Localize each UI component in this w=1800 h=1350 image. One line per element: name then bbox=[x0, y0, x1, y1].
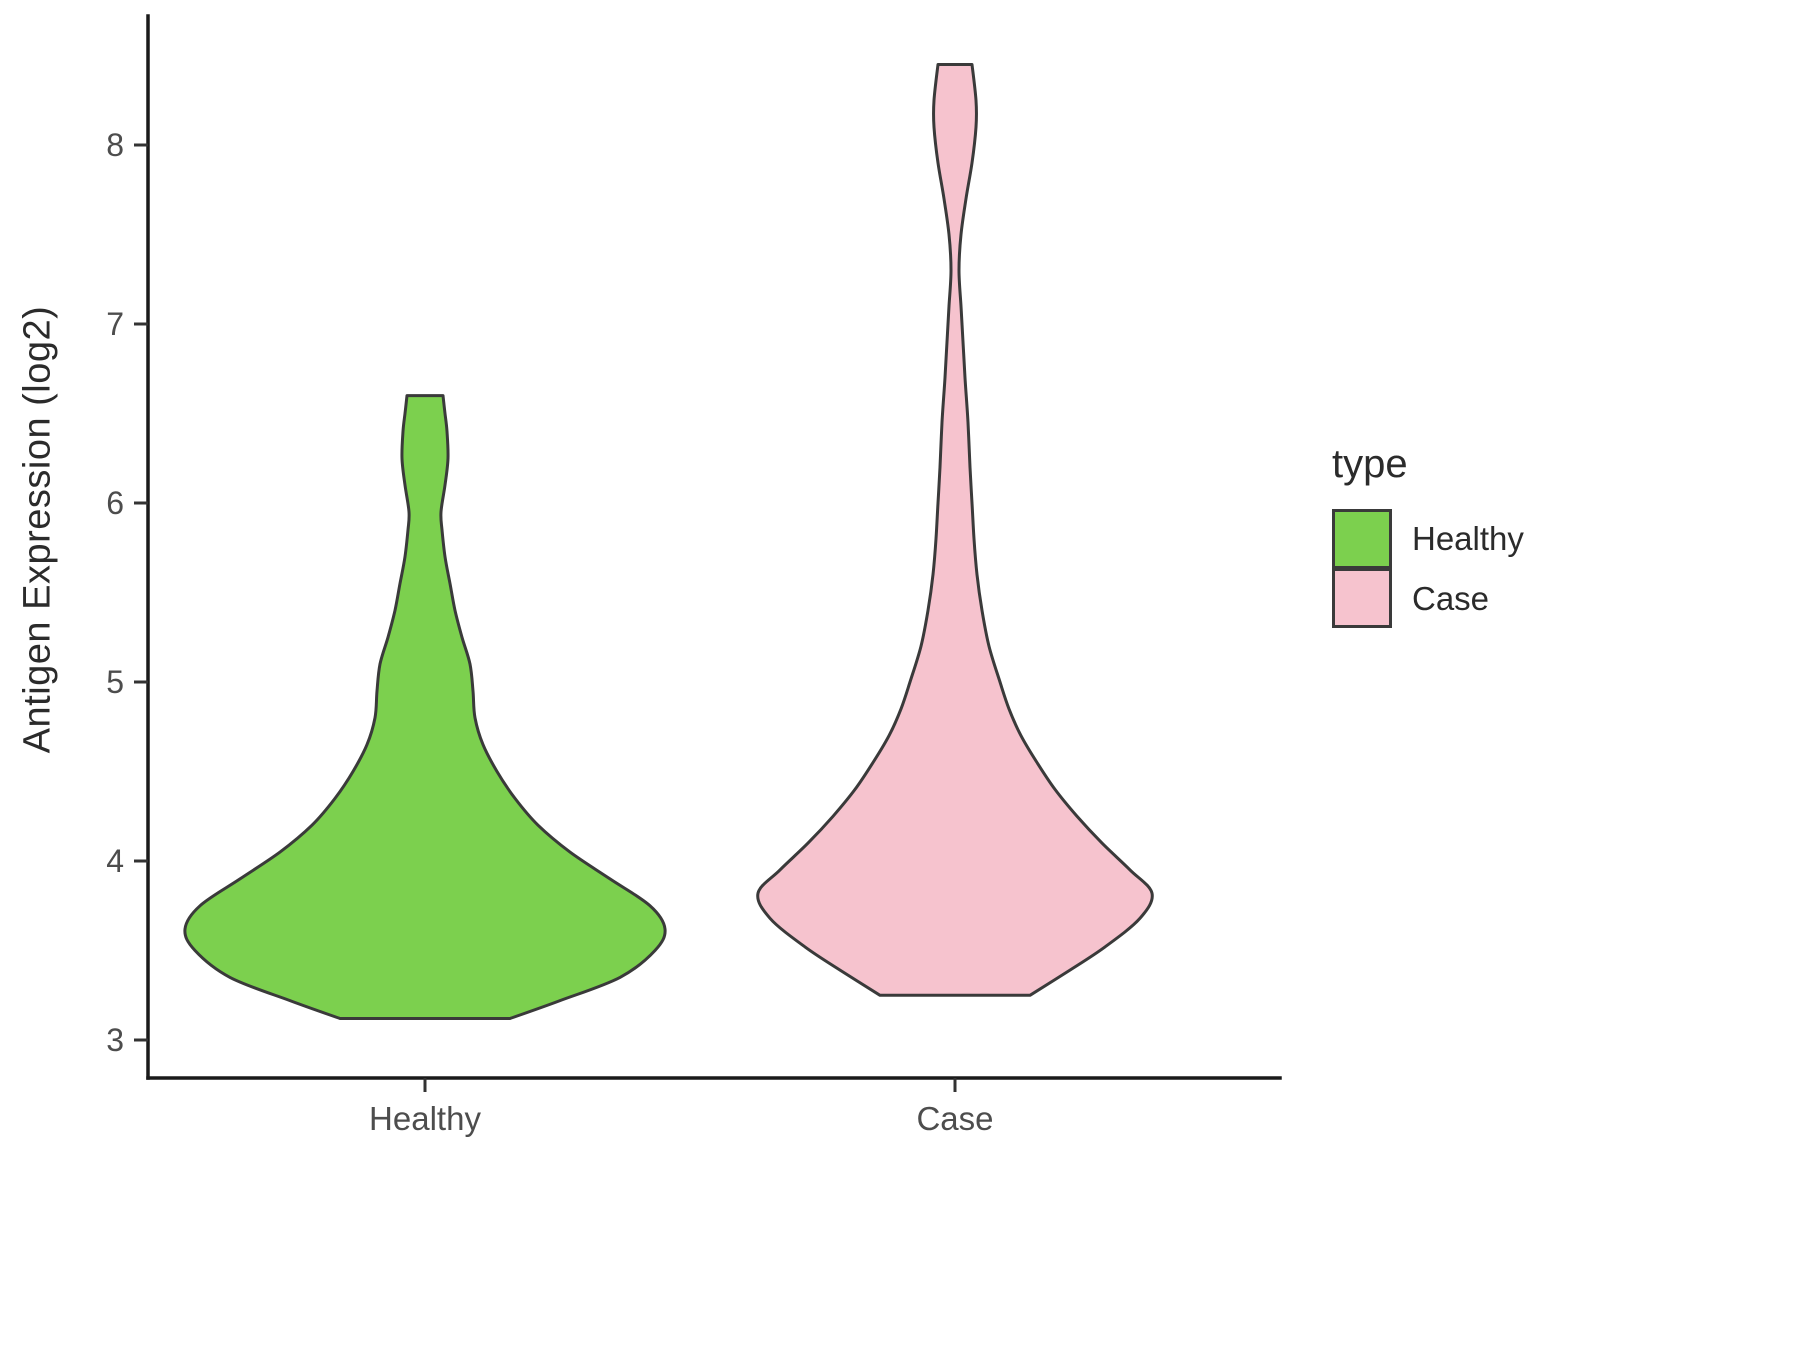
legend-item-healthy: Healthy bbox=[1332, 509, 1524, 569]
legend: type Healthy Case bbox=[1332, 442, 1524, 629]
legend-swatch-healthy bbox=[1332, 509, 1392, 569]
y-tick-label: 4 bbox=[106, 843, 124, 879]
y-tick-label: 3 bbox=[106, 1022, 124, 1058]
violin-case bbox=[756, 63, 1154, 997]
legend-label: Healthy bbox=[1412, 520, 1524, 557]
legend-item-case: Case bbox=[1332, 567, 1524, 629]
legend-items: Healthy Case bbox=[1332, 509, 1524, 629]
x-category-label: Case bbox=[916, 1100, 993, 1137]
x-category-label: Healthy bbox=[369, 1100, 481, 1137]
y-tick-label: 6 bbox=[106, 485, 124, 521]
violin-healthy bbox=[183, 394, 667, 1020]
legend-title: type bbox=[1332, 442, 1408, 486]
y-axis-title: Antigen Expression (log2) bbox=[16, 305, 59, 754]
legend-swatch-case bbox=[1332, 567, 1392, 628]
y-tick-label: 5 bbox=[106, 664, 124, 700]
y-tick-label: 7 bbox=[106, 306, 124, 342]
y-tick-label: 8 bbox=[106, 127, 124, 163]
legend-label: Case bbox=[1412, 580, 1490, 617]
